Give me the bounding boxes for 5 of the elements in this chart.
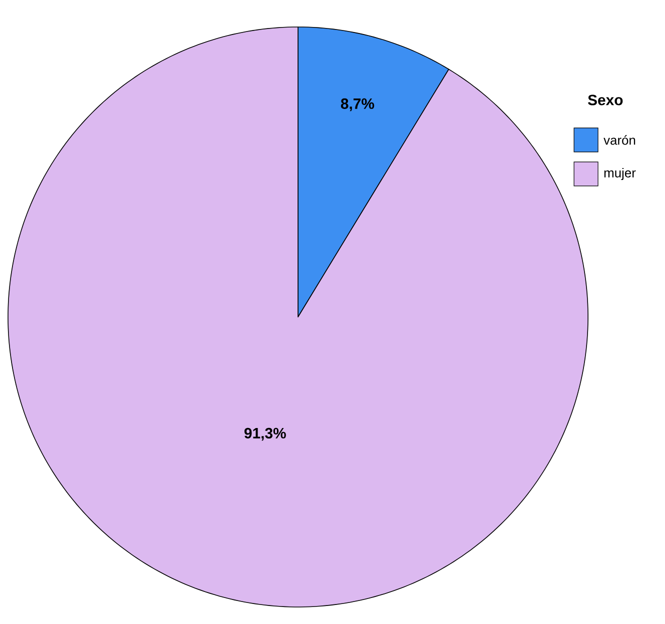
data-label: 91,3% (244, 428, 286, 441)
legend-label: varón (604, 135, 636, 145)
legend-title: Sexo (588, 94, 623, 106)
legend-label: mujer (604, 168, 636, 180)
data-label: 8,7% (340, 98, 374, 112)
